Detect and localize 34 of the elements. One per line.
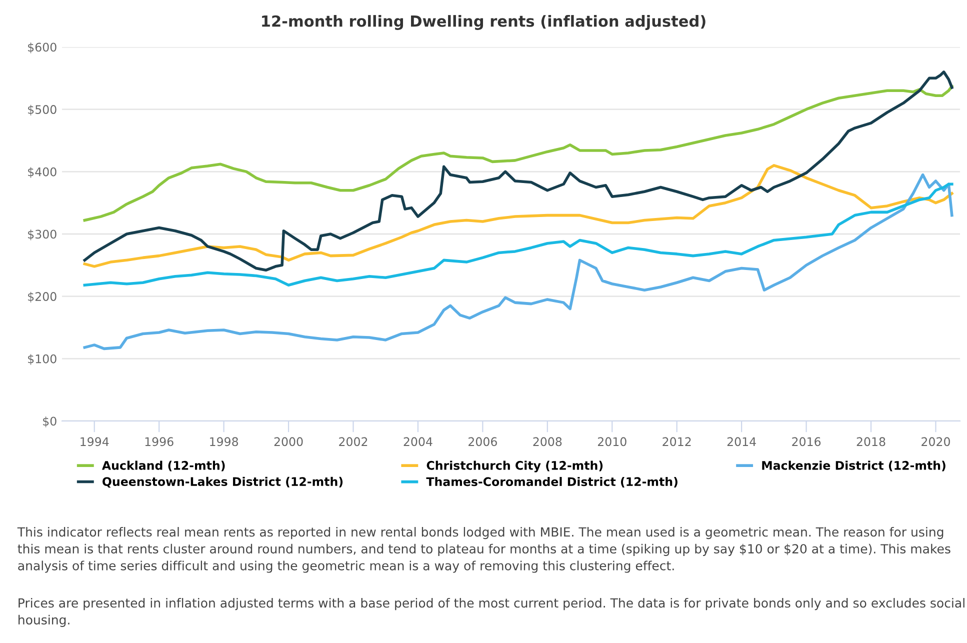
x-tick-label: 2018 xyxy=(856,437,886,446)
legend-label: Christchurch City (12-mth) xyxy=(426,460,603,472)
chart-title: 12-month rolling Dwelling rents (inflation adjusted) xyxy=(262,15,706,30)
line-series xyxy=(83,164,954,268)
y-tick-label: $400 xyxy=(28,167,56,178)
text: Prices are presented in inflation adjusted terms with a base period of the most current period. The data is for private bonds only and so excludes social housing. xyxy=(18,598,964,627)
x-tick-label: 2020 xyxy=(922,437,950,446)
x-tick-label: 2006 xyxy=(468,437,497,446)
y-tick-label: $600 xyxy=(28,42,56,54)
y-tick-label: $500 xyxy=(28,104,56,116)
line-series xyxy=(83,70,954,272)
x-tick-label: 1994 xyxy=(80,437,109,446)
x-tick-label: 2012 xyxy=(662,437,691,446)
text: This indicator reflects real mean rents as reported in new rental bonds lodged with MBIE. The mean used is a geometric mean. The reason for using this mean is that rents cluster around round numbers, and tend to plateau for months at a time (spiking up by say $10 or $20 at a time). This makes analysis of time series difficult and using the geometric mean is a way of removing this clustering effect. xyxy=(17,527,950,573)
x-tick-label: 1996 xyxy=(145,437,174,446)
legend-label: Thames-Coromandel District (12-mth) xyxy=(426,476,678,488)
x-tick-label: 2000 xyxy=(274,437,303,446)
x-tick-label: 2014 xyxy=(727,437,756,446)
y-tick-label: $100 xyxy=(28,354,56,365)
x-tick-label: 1998 xyxy=(210,437,238,446)
y-tick-label: $200 xyxy=(28,292,56,303)
x-tick-label: 2002 xyxy=(339,437,368,446)
line-series xyxy=(83,84,954,222)
line-series xyxy=(83,182,954,287)
x-tick-label: 2004 xyxy=(404,437,432,446)
line-series xyxy=(83,173,954,350)
legend-label: Queenstown-Lakes District (12-mth) xyxy=(102,476,343,488)
x-tick-label: 2016 xyxy=(792,437,821,446)
legend-label: Auckland (12-mth) xyxy=(102,460,225,472)
y-tick-label: $0 xyxy=(43,416,56,428)
y-tick-label: $300 xyxy=(28,230,56,240)
x-tick-label: 2010 xyxy=(598,437,626,446)
x-tick-label: 2008 xyxy=(533,437,562,446)
legend-label: Mackenzie District (12-mth) xyxy=(762,460,946,472)
